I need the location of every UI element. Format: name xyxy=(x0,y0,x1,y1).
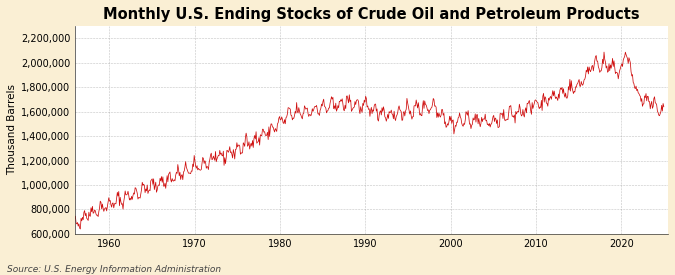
Text: Source: U.S. Energy Information Administration: Source: U.S. Energy Information Administ… xyxy=(7,265,221,274)
Title: Monthly U.S. Ending Stocks of Crude Oil and Petroleum Products: Monthly U.S. Ending Stocks of Crude Oil … xyxy=(103,7,640,22)
Y-axis label: Thousand Barrels: Thousand Barrels xyxy=(7,84,17,175)
